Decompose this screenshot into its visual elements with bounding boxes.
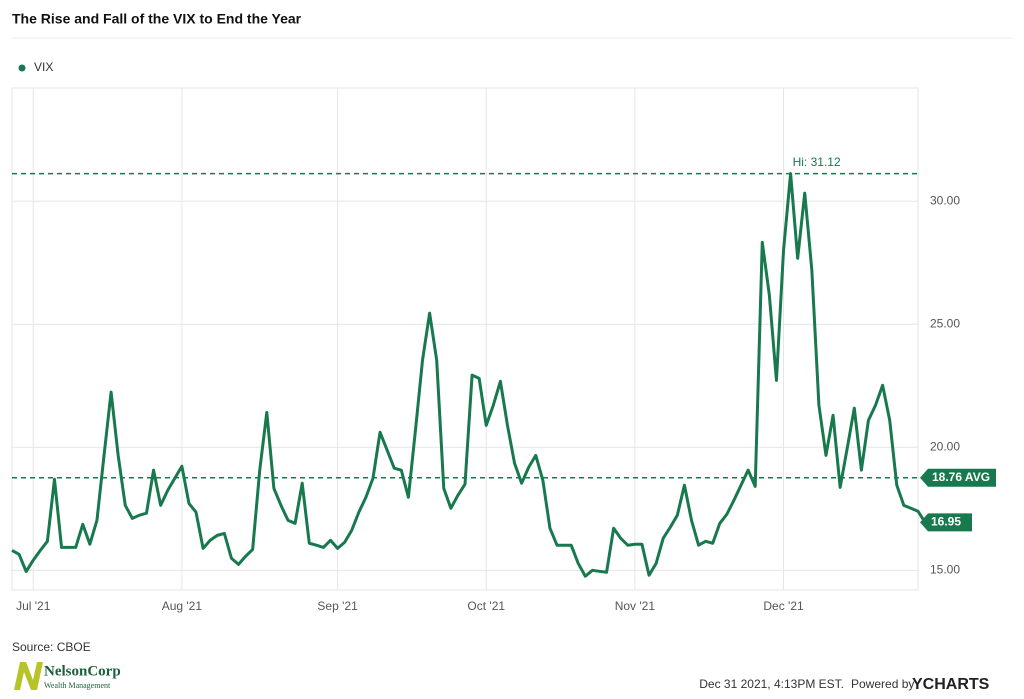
last-value-badge	[920, 513, 972, 532]
brand: YCHARTS	[912, 676, 990, 693]
last-value-label: 16.95	[931, 515, 961, 529]
high-label: Hi: 31.12	[793, 155, 841, 169]
x-tick-label: Dec '21	[763, 599, 804, 613]
timestamp: Dec 31 2021, 4:13PM EST.	[699, 677, 844, 691]
average-badge	[920, 468, 996, 487]
chart-title: The Rise and Fall of the VIX to End the …	[12, 11, 302, 27]
source: Source: CBOE	[12, 640, 91, 654]
logo-sub: Wealth Management	[44, 681, 111, 690]
average-label: 18.76 AVG	[932, 470, 990, 484]
line-series	[11, 172, 927, 578]
y-tick-label: 20.00	[930, 439, 960, 453]
y-tick-label: 30.00	[930, 193, 960, 207]
x-tick-label: Sep '21	[317, 599, 358, 613]
x-tick-label: Aug '21	[162, 599, 203, 613]
y-tick-label: 15.00	[930, 562, 960, 576]
logo-mark	[14, 662, 43, 690]
y-tick-label: 25.00	[930, 316, 960, 330]
plot-frame	[11, 87, 919, 591]
x-tick-label: Nov '21	[615, 599, 656, 613]
legend-label: VIX	[34, 60, 53, 74]
x-tick-label: Oct '21	[467, 599, 505, 613]
powered-by: Powered by	[851, 677, 914, 691]
legend-dot	[18, 64, 26, 72]
logo-name: NelsonCorp	[44, 663, 121, 679]
x-tick-label: Jul '21	[16, 599, 51, 613]
